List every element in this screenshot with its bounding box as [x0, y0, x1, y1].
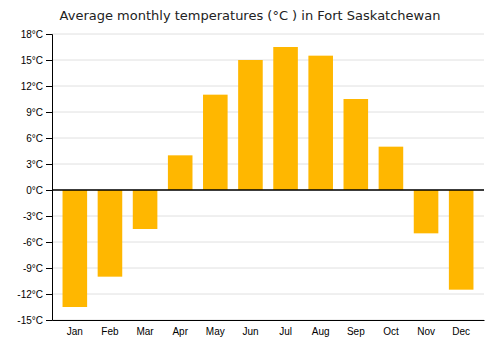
x-tick: Mar: [136, 326, 154, 337]
y-tick: 9°C: [26, 107, 52, 118]
x-tick: Jul: [279, 326, 292, 337]
x-tick: Aug: [312, 326, 330, 337]
bar: [63, 190, 88, 307]
x-tick: Jan: [67, 326, 83, 337]
grid: [52, 34, 484, 320]
y-tick-mark: [46, 268, 52, 269]
x-tick-label: Jan: [67, 326, 83, 337]
x-tick-label: Dec: [452, 326, 470, 337]
bar: [238, 60, 263, 190]
grid-line: [52, 34, 484, 35]
bar: [203, 95, 228, 190]
bar: [98, 190, 123, 277]
bar: [273, 47, 298, 190]
x-tick: Jun: [242, 326, 258, 337]
y-tick: 12°C: [21, 81, 52, 92]
y-tick: 15°C: [21, 55, 52, 66]
bars: [63, 47, 474, 307]
grid-line: [52, 60, 484, 61]
y-tick-mark: [46, 320, 52, 321]
y-tick-label: 15°C: [21, 55, 43, 66]
x-tick: Apr: [172, 326, 188, 337]
plot-area: -15°C -12°C -9°C -6°C -3°C 0°C 3°C 6°C 9°C 12°C 15…: [17, 29, 484, 337]
y-tick-mark: [46, 138, 52, 139]
y-tick-mark: [46, 60, 52, 61]
y-tick-mark: [46, 112, 52, 113]
y-tick-mark: [46, 242, 52, 243]
y-tick-label: 3°C: [26, 159, 43, 170]
x-tick-label: Aug: [312, 326, 330, 337]
x-tick-label: Sep: [347, 326, 365, 337]
bar: [414, 190, 439, 233]
x-tick-label: Jun: [242, 326, 258, 337]
x-tick-label: Nov: [417, 326, 435, 337]
x-axis-line: [53, 320, 485, 321]
y-tick-mark: [46, 294, 52, 295]
y-tick: 6°C: [26, 133, 52, 144]
y-tick-label: -3°C: [23, 211, 43, 222]
y-axis-line: [46, 35, 53, 321]
y-tick-label: -6°C: [23, 237, 43, 248]
y-tick: -3°C: [23, 211, 52, 222]
bar: [344, 99, 369, 190]
grid-line: [52, 190, 484, 191]
y-tick-mark: [46, 216, 52, 217]
x-tick-label: Jul: [279, 326, 292, 337]
grid-line: [52, 112, 484, 113]
y-tick-label: 0°C: [26, 185, 43, 196]
title: Average monthly temperatures (°C ) in Fo…: [60, 8, 441, 23]
bar: [168, 155, 193, 190]
grid-line: [52, 164, 484, 165]
y-tick-label: 18°C: [21, 29, 43, 40]
x-tick: Oct: [383, 326, 399, 337]
y-tick-label: -15°C: [17, 315, 43, 326]
x-tick: Nov: [417, 326, 435, 337]
y-tick-label: 9°C: [26, 107, 43, 118]
y-tick: 18°C: [21, 29, 52, 40]
y-tick-mark: [46, 164, 52, 165]
chart: -15°C -12°C -9°C -6°C -3°C 0°C 3°C 6°C 9°C 12°C 15…: [0, 0, 500, 350]
y-tick: 3°C: [26, 159, 52, 170]
x-tick: Feb: [101, 326, 119, 337]
y-tick-label: 12°C: [21, 81, 43, 92]
y-tick-mark: [46, 86, 52, 87]
y-tick-mark: [46, 190, 52, 191]
y-tick-label: -12°C: [17, 289, 43, 300]
bar: [379, 147, 404, 190]
bar: [449, 190, 474, 290]
bar: [308, 56, 333, 190]
x-tick-label: Feb: [101, 326, 119, 337]
x-axis: Jan Feb Mar Apr May Jun Jul Aug Sep Oct Nov Dec: [53, 321, 485, 338]
y-tick: -6°C: [23, 237, 52, 248]
grid-line: [52, 86, 484, 87]
y-tick-mark: [46, 34, 52, 35]
x-tick: May: [206, 326, 225, 337]
y-tick-label: 6°C: [26, 133, 43, 144]
grid-line: [52, 294, 484, 295]
bar: [133, 190, 158, 229]
y-tick: 0°C: [26, 185, 52, 196]
y-axis: -15°C -12°C -9°C -6°C -3°C 0°C 3°C 6°C 9°C 12°C 15…: [17, 29, 52, 326]
y-tick: -9°C: [23, 263, 52, 274]
x-tick-label: Oct: [383, 326, 399, 337]
x-tick-label: May: [206, 326, 225, 337]
y-tick-label: -9°C: [23, 263, 43, 274]
x-tick: Dec: [452, 326, 470, 337]
grid-line: [52, 320, 484, 321]
x-tick-label: Mar: [136, 326, 154, 337]
x-tick: Sep: [347, 326, 365, 337]
y-tick: -12°C: [17, 289, 52, 300]
x-tick-label: Apr: [172, 326, 188, 337]
zero-line: [52, 189, 484, 191]
y-tick: -15°C: [17, 315, 52, 326]
grid-line: [52, 138, 484, 139]
